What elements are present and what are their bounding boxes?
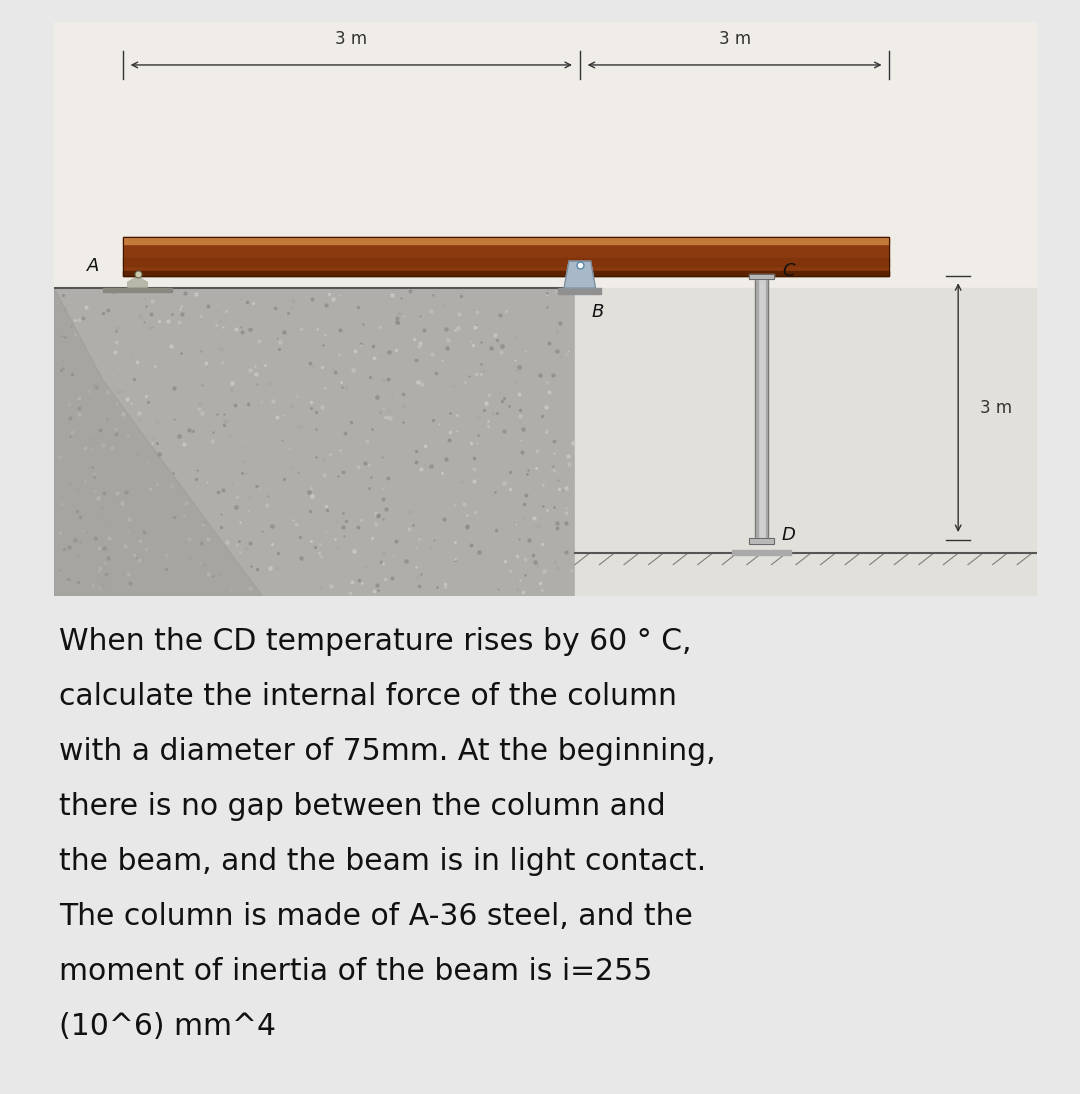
Bar [123,237,890,276]
Bar [123,270,890,276]
Bar [558,288,602,294]
Bar [123,237,890,276]
Bar [123,237,890,244]
Text: (10^6) mm^4: (10^6) mm^4 [59,1012,275,1041]
Text: A: A [87,257,99,275]
Bar [755,276,757,539]
Polygon shape [564,261,595,288]
Text: D: D [782,526,796,544]
Text: B: B [592,303,604,321]
Bar [750,538,774,544]
Polygon shape [127,277,147,287]
Text: the beam, and the beam is in light contact.: the beam, and the beam is in light conta… [59,847,706,876]
Text: When the CD temperature rises by 60 ° C,: When the CD temperature rises by 60 ° C, [59,627,691,655]
Text: 3 m: 3 m [980,398,1012,417]
Text: 3 m: 3 m [335,30,367,48]
Bar [766,276,768,539]
Bar [750,274,774,279]
Polygon shape [54,288,262,596]
Bar [755,276,768,539]
Text: there is no gap between the column and: there is no gap between the column and [59,792,665,820]
Text: moment of inertia of the beam is i=255: moment of inertia of the beam is i=255 [59,957,652,986]
Bar [123,258,890,266]
Text: calculate the internal force of the column: calculate the internal force of the colu… [59,682,677,711]
Bar [755,276,768,539]
Text: C: C [782,261,795,280]
Bar [54,288,575,596]
Text: The column is made of A-36 steel, and the: The column is made of A-36 steel, and th… [59,901,692,931]
Bar [575,288,1037,596]
Bar [750,274,774,279]
Text: with a diameter of 75mm. At the beginning,: with a diameter of 75mm. At the beginnin… [59,737,716,766]
Bar [104,288,172,292]
Text: 3 m: 3 m [718,30,751,48]
Bar [732,550,792,555]
Bar [750,538,774,544]
